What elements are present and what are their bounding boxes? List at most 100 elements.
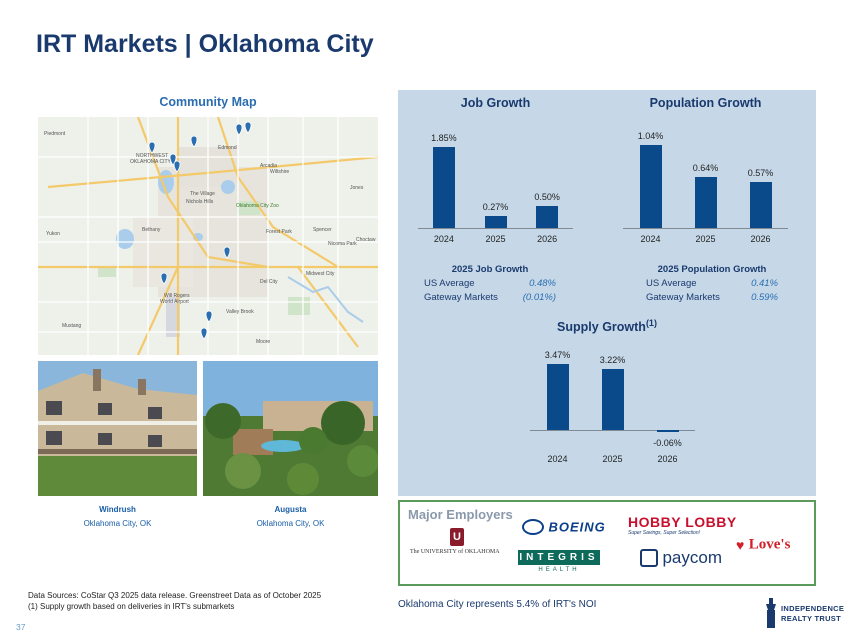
svg-text:Nichols Hills: Nichols Hills bbox=[186, 199, 214, 205]
community-map[interactable]: Piedmont NORTHWEST OKLAHOMA CITY Edmond A… bbox=[38, 117, 378, 355]
pop-stat-label: Gateway Markets bbox=[646, 292, 720, 303]
job-stats-title: 2025 Job Growth bbox=[451, 264, 529, 275]
supply-growth-title: Supply Growth(1) bbox=[523, 318, 691, 334]
boeing-wordmark: BOEING bbox=[548, 519, 606, 535]
x-tick-label: 2025 bbox=[485, 234, 506, 244]
integris-logo: INTEGRIS HEALTH bbox=[518, 550, 600, 573]
svg-text:Mustang: Mustang bbox=[62, 323, 81, 329]
integris-wordmark: INTEGRIS bbox=[518, 550, 600, 565]
noi-statement: Oklahoma City represents 5.4% of IRT's N… bbox=[398, 599, 597, 610]
independence-logo: INDEPENDENCE REALTY TRUST bbox=[764, 596, 846, 630]
property-location-windrush: Oklahoma City, OK bbox=[83, 519, 152, 528]
x-tick-label: 2024 bbox=[547, 454, 568, 464]
supply-growth-title-text: Supply Growth bbox=[557, 320, 646, 335]
chart-baseline bbox=[418, 228, 573, 229]
page-title: IRT Markets | Oklahoma City bbox=[36, 30, 374, 58]
loves-wordmark: Love's bbox=[748, 536, 791, 553]
paycom-emblem-icon bbox=[640, 549, 658, 567]
svg-text:Arcadia: Arcadia bbox=[260, 163, 277, 169]
bar-value-label: 0.64% bbox=[692, 162, 719, 173]
svg-text:Edmond: Edmond bbox=[218, 145, 237, 151]
chart-baseline bbox=[623, 228, 788, 229]
bar-2024 bbox=[639, 144, 662, 228]
map-title: Community Map bbox=[159, 95, 257, 109]
x-tick-label: 2024 bbox=[433, 234, 454, 244]
bar-value-label: 1.85% bbox=[431, 132, 457, 143]
svg-text:Wiltshire: Wiltshire bbox=[270, 169, 289, 175]
bar-2025 bbox=[694, 176, 717, 228]
property-name-windrush: Windrush bbox=[99, 505, 136, 514]
boeing-logo: BOEING bbox=[522, 518, 606, 536]
windrush-photo bbox=[38, 361, 197, 496]
bar-value-label: 0.27% bbox=[482, 202, 509, 213]
property-name-augusta: Augusta bbox=[274, 505, 307, 514]
x-tick-label: 2026 bbox=[750, 234, 771, 244]
pop-stat-label: US Average bbox=[646, 278, 697, 289]
bar-value-label: 3.22% bbox=[599, 354, 626, 365]
logo-line1: INDEPENDENCE bbox=[781, 604, 845, 613]
data-sources-note: Data Sources: CoStar Q3 2025 data releas… bbox=[28, 591, 322, 600]
x-tick-label: 2025 bbox=[602, 454, 623, 464]
ou-emblem-icon: U bbox=[450, 528, 464, 546]
job-growth-chart: 1.85% 2024 0.27% 2025 0.50% 2026 bbox=[418, 120, 573, 250]
hobby-lobby-tagline: Super Savings, Super Selection! bbox=[628, 530, 700, 536]
job-stat-value: 0.48% bbox=[529, 278, 556, 289]
job-growth-stats: 2025 Job Growth US Average 0.48% Gateway … bbox=[424, 264, 556, 303]
ou-text: The UNIVERSITY of OKLAHOMA bbox=[410, 549, 500, 555]
paycom-logo: paycom bbox=[640, 548, 722, 568]
svg-text:Nicoma Park: Nicoma Park bbox=[328, 241, 357, 247]
svg-text:Spencer: Spencer bbox=[313, 227, 332, 233]
svg-text:Moore: Moore bbox=[256, 339, 270, 345]
svg-text:Valley Brook: Valley Brook bbox=[226, 309, 254, 315]
svg-text:Forest Park: Forest Park bbox=[266, 229, 292, 235]
svg-text:Bethany: Bethany bbox=[142, 227, 161, 233]
paycom-wordmark: paycom bbox=[662, 548, 722, 567]
ou-logo: U The UNIVERSITY of OKLAHOMA bbox=[410, 528, 530, 555]
job-stat-label: Gateway Markets bbox=[424, 292, 498, 303]
bell-tower-icon bbox=[766, 598, 776, 628]
property-location-augusta: Oklahoma City, OK bbox=[256, 519, 325, 528]
supply-footnote: (1) Supply growth based on deliveries in… bbox=[28, 602, 235, 611]
bar-2024 bbox=[432, 146, 455, 228]
logo-line2: REALTY TRUST bbox=[781, 614, 841, 623]
bar-value-label: 0.50% bbox=[534, 192, 560, 202]
population-growth-title: Population Growth bbox=[649, 96, 762, 110]
bar-2026 bbox=[656, 430, 679, 432]
pop-stats-title: 2025 Population Growth bbox=[657, 264, 767, 275]
job-stat-value: (0.01%) bbox=[522, 292, 556, 303]
page-number: 37 bbox=[16, 622, 26, 632]
bar-value-label: 1.04% bbox=[637, 130, 664, 141]
x-tick-label: 2026 bbox=[537, 234, 558, 244]
svg-text:Jones: Jones bbox=[350, 185, 364, 191]
x-tick-label: 2025 bbox=[695, 234, 716, 244]
supply-growth-footnote-marker: (1) bbox=[645, 318, 657, 328]
svg-text:Yukon: Yukon bbox=[46, 231, 60, 237]
bar-2026 bbox=[749, 182, 772, 228]
pop-stat-value: 0.41% bbox=[751, 278, 778, 289]
svg-text:Oklahoma City Zoo: Oklahoma City Zoo bbox=[236, 203, 279, 209]
major-employers-title: Major Employers bbox=[408, 507, 513, 522]
loves-logo: ♥ Love's bbox=[736, 536, 790, 554]
svg-text:NORTHWEST: NORTHWEST bbox=[136, 153, 168, 159]
integris-subtext: HEALTH bbox=[538, 567, 580, 573]
bar-2026 bbox=[536, 206, 559, 228]
job-stat-label: US Average bbox=[424, 278, 475, 289]
population-growth-stats: 2025 Population Growth US Average 0.41% G… bbox=[646, 264, 778, 303]
major-employers-box: Major Employers U The UNIVERSITY of OKLA… bbox=[398, 500, 816, 586]
svg-text:Midwest City: Midwest City bbox=[306, 271, 335, 277]
chart-baseline bbox=[530, 430, 695, 431]
market-stats-panel: Job Growth Population Growth 1.85% 2024 0.… bbox=[398, 90, 816, 496]
bar-2025 bbox=[601, 368, 624, 430]
x-tick-label: 2026 bbox=[657, 454, 678, 464]
heart-icon: ♥ bbox=[736, 536, 745, 553]
job-growth-title: Job Growth bbox=[460, 96, 531, 110]
svg-text:Choctaw: Choctaw bbox=[356, 237, 376, 243]
bar-2025 bbox=[484, 216, 507, 228]
bar-value-label: -0.06% bbox=[653, 438, 682, 448]
population-growth-chart: 1.04% 2024 0.64% 2025 0.57% 2026 bbox=[623, 120, 788, 250]
augusta-photo bbox=[203, 361, 378, 496]
bar-value-label: 3.47% bbox=[544, 350, 571, 361]
svg-text:OKLAHOMA CITY: OKLAHOMA CITY bbox=[130, 159, 172, 165]
x-tick-label: 2024 bbox=[640, 234, 661, 244]
